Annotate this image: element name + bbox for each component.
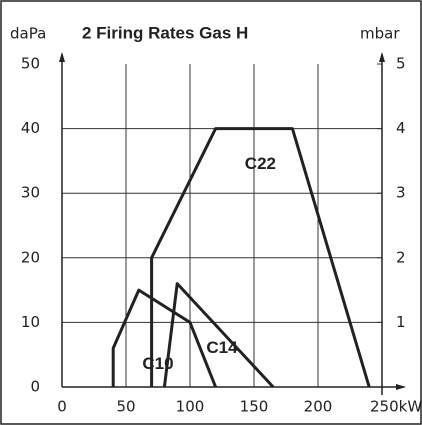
y-tick-label: 0	[30, 378, 40, 396]
y2-axis-label: mbar	[360, 25, 400, 43]
y-tick-label: 50	[21, 55, 40, 73]
series-line	[162, 282, 275, 389]
y-tick-label: 40	[21, 119, 40, 137]
y-tick-label: 30	[21, 184, 40, 202]
x-tick-label: 250kW	[370, 398, 422, 416]
y-tick-label: 10	[21, 313, 40, 331]
y-axis-label: daPa	[10, 25, 46, 43]
x-tick-label: 0	[57, 398, 67, 416]
y-tick-label: 20	[21, 248, 40, 266]
y2-tick-label: 5	[396, 55, 406, 73]
x-tick-label: 150	[240, 398, 269, 416]
series-label: C10	[142, 354, 173, 373]
series-label: C22	[245, 154, 276, 173]
series-line	[150, 127, 371, 388]
y2-tick-label: 2	[396, 248, 406, 266]
x-tick-label: 200	[304, 398, 333, 416]
y2-tick-label: 3	[396, 184, 406, 202]
series-line	[111, 288, 217, 388]
y-axis-arrow	[59, 52, 65, 62]
y2-tick-label: 4	[396, 119, 406, 137]
x-tick-label: 50	[116, 398, 135, 416]
series-label: C14	[206, 338, 238, 357]
y2-tick-label: 1	[396, 313, 406, 331]
x-tick-label: 100	[176, 398, 205, 416]
y2-axis-arrow	[379, 52, 385, 62]
x-axis-arrow	[396, 384, 406, 390]
chart-title: 2 Firing Rates Gas H	[82, 23, 248, 42]
